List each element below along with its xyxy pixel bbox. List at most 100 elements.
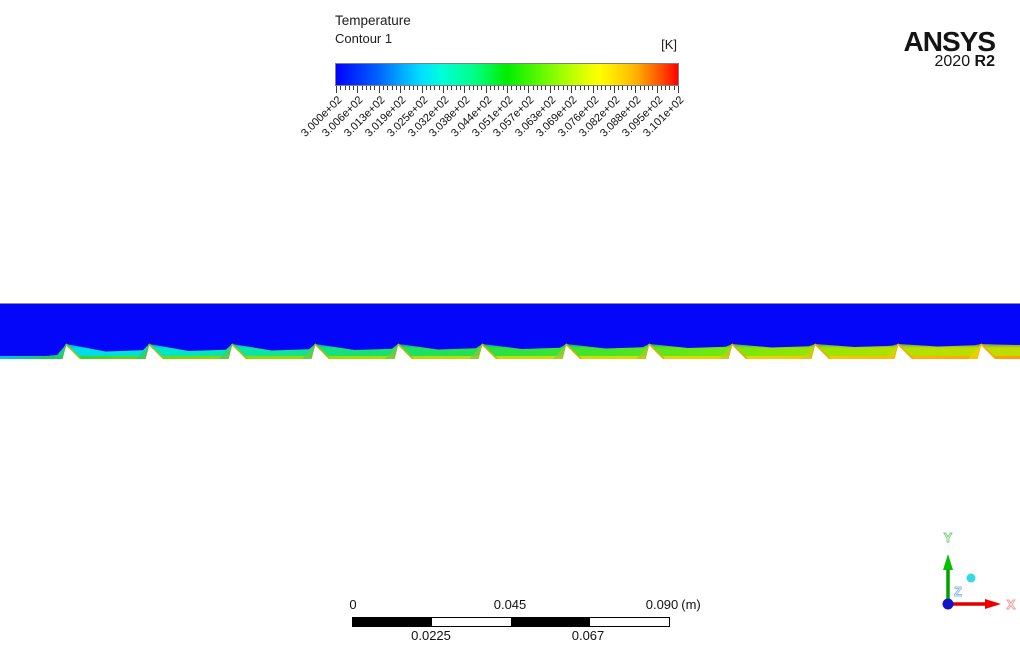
colorbar-tick [489, 86, 491, 90]
colorbar-ticks [336, 86, 679, 94]
colorbar-tick [656, 86, 658, 93]
colorbar-tick [361, 86, 363, 90]
colorbar-tick [665, 86, 667, 90]
colorbar-tick [442, 86, 444, 93]
rib-hypotenuse-hot-edge [397, 343, 414, 359]
ansys-logo: ANSYS [903, 26, 996, 57]
rib-hypotenuse-hot-edge [814, 343, 831, 359]
colorbar-tick [404, 86, 406, 90]
rib-hypotenuse-hot-edge [481, 343, 498, 359]
ruler-segment [353, 618, 432, 626]
colorbar-tick [459, 86, 461, 90]
colorbar-tick [464, 86, 466, 93]
contour-viewport[interactable] [0, 303, 1020, 359]
ruler-segment [511, 618, 590, 626]
colorbar-tick [357, 86, 359, 93]
rib-left-edge [976, 343, 982, 359]
colorbar-tick [532, 86, 534, 90]
colorbar-tick [412, 86, 414, 90]
colorbar-tick [348, 86, 350, 90]
colorbar-tick [455, 86, 457, 90]
ruler-segment [590, 618, 669, 626]
colorbar-tick [639, 86, 641, 90]
colorbar-tick [519, 86, 521, 90]
colorbar-tick [494, 86, 496, 90]
x-axis-arrowhead[interactable] [985, 599, 1001, 609]
colorbar-tick [340, 86, 342, 90]
colorbar-tick [536, 86, 538, 90]
colorbar-tick [575, 86, 577, 90]
colorbar-tick [502, 86, 504, 90]
rib-left-edge [644, 343, 650, 359]
rib-left-edge [561, 343, 567, 359]
ruler-top-label: 0.045 [493, 597, 527, 612]
rib-hypotenuse-hot-edge [565, 343, 582, 359]
colorbar-tick [400, 86, 402, 93]
rib-left-edge [477, 343, 483, 359]
rib-left-edge [310, 343, 316, 359]
colorbar-tick [438, 86, 440, 90]
colorbar-tick [588, 86, 590, 90]
colorbar-tick [605, 86, 607, 90]
colorbar-tick [370, 86, 372, 90]
colorbar-tick [511, 86, 513, 90]
colorbar-tick [592, 86, 594, 93]
rib-hypotenuse-hot-edge [314, 343, 331, 359]
y-axis-label: Y [944, 530, 953, 545]
z-axis-label: Z [954, 584, 962, 599]
rib-left-edge [727, 343, 733, 359]
colorbar-tick [652, 86, 654, 90]
colorbar-tick [378, 86, 380, 93]
rib-turbulators [53, 343, 997, 359]
rib-hypotenuse-hot-edge [980, 343, 997, 359]
rib-hypotenuse-hot-edge [648, 343, 665, 359]
colorbar-tick [626, 86, 628, 90]
colorbar-tick [648, 86, 650, 90]
z-axis-sphere[interactable] [942, 598, 954, 610]
axis-triad[interactable]: Y X Z [925, 522, 1020, 622]
colorbar-tick [353, 86, 355, 90]
colorbar-tick [583, 86, 585, 90]
rib-hypotenuse-hot-edge [731, 343, 748, 359]
rib-hypotenuse-hot-edge [148, 343, 165, 359]
legend-unit: [K] [661, 37, 677, 52]
colorbar-tick [408, 86, 410, 90]
probe-sphere[interactable] [966, 573, 976, 583]
colorbar-tick [643, 86, 645, 90]
colorbar-tick [498, 86, 500, 90]
legend-subtitle: Contour 1 [335, 31, 393, 46]
rib-hypotenuse-hot-edge [897, 343, 914, 359]
colorbar-tick [374, 86, 376, 90]
colorbar-tick [554, 86, 556, 90]
colorbar-tick [365, 86, 367, 90]
colorbar-tick [524, 86, 526, 90]
ruler-bottom-label: 0.0225 [411, 628, 451, 643]
colorbar-tick [344, 86, 346, 90]
ruler-unit-label: (m) [681, 597, 701, 612]
colorbar-tick [477, 86, 479, 90]
colorbar-tick [387, 86, 389, 90]
rib-hypotenuse-hot-edge [231, 343, 248, 359]
rib-left-edge [61, 343, 67, 359]
y-axis-arrowhead[interactable] [943, 554, 953, 570]
colorbar-tick [596, 86, 598, 90]
ruler-bottom-label: 0.067 [571, 628, 605, 643]
colorbar-tick [618, 86, 620, 90]
colorbar-tick [678, 86, 679, 93]
colorbar-tick [673, 86, 675, 90]
colorbar-tick [541, 86, 543, 90]
colorbar-tick [571, 86, 573, 93]
colorbar-tick [481, 86, 483, 90]
colorbar-tick [472, 86, 474, 90]
colorbar-tick [485, 86, 487, 93]
rib-left-edge [393, 343, 399, 359]
colorbar-tick [421, 86, 423, 93]
ansys-version-release: R2 [974, 53, 995, 70]
colorbar-tick [660, 86, 662, 90]
colorbar-tick [391, 86, 393, 90]
rib-left-edge [227, 343, 233, 359]
colorbar-tick [468, 86, 470, 90]
colorbar-tick [601, 86, 603, 90]
colorbar-tick [336, 86, 337, 93]
